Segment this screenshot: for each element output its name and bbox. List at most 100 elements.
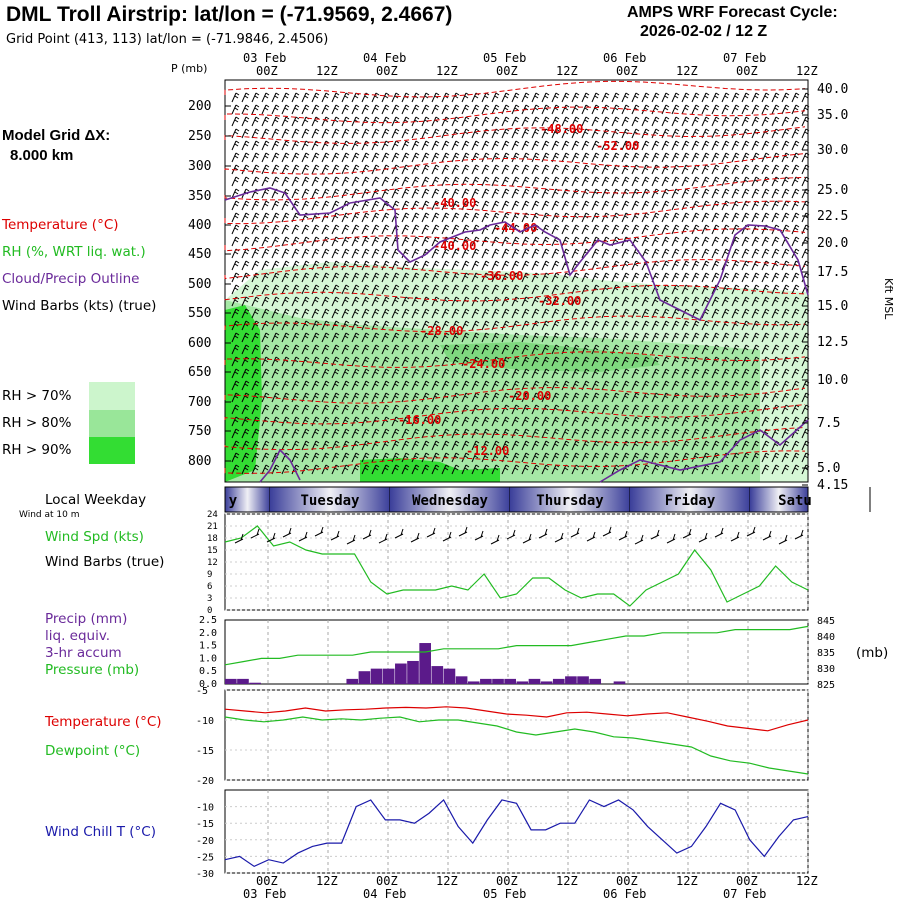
wind-barb xyxy=(761,200,770,211)
wind-barb xyxy=(401,296,410,307)
wind-barb xyxy=(781,164,790,175)
surface-wind-barb xyxy=(650,529,660,540)
wind-barb xyxy=(631,188,640,199)
wind-barb xyxy=(431,464,440,475)
wind-barb xyxy=(251,116,260,127)
wind-barb xyxy=(251,140,260,151)
wind-barb xyxy=(311,344,320,355)
wind-barb xyxy=(701,416,710,427)
wind-barb xyxy=(591,248,600,259)
wind-barb xyxy=(231,236,240,247)
wind-barb xyxy=(591,320,600,331)
wind-barb xyxy=(541,308,550,319)
wind-barb xyxy=(351,224,360,235)
wind-barb xyxy=(711,332,720,343)
wind-barb xyxy=(691,92,700,103)
wind-barb xyxy=(341,452,350,463)
wind-barb xyxy=(381,140,390,151)
wind-barb xyxy=(431,128,440,139)
wind-barb xyxy=(471,116,480,127)
wind-barb xyxy=(401,308,410,319)
wind-barb xyxy=(781,272,790,283)
temperature-series-label: Temperature (°C) xyxy=(45,714,162,730)
wind-barb xyxy=(591,212,600,223)
wind-barb xyxy=(511,356,520,367)
wind-barb xyxy=(781,332,790,343)
wind-barb xyxy=(301,188,310,199)
wind-barb xyxy=(801,368,810,379)
wind-barb xyxy=(511,104,520,115)
precip-bar xyxy=(492,678,504,684)
wind-barb xyxy=(721,404,730,415)
wind-barb xyxy=(681,224,690,235)
wind-barb xyxy=(681,176,690,187)
wind-barb xyxy=(791,128,800,139)
wind-barb xyxy=(251,248,260,259)
wind-barb xyxy=(601,200,610,211)
wind-barb xyxy=(401,368,410,379)
wind-barb xyxy=(361,440,370,451)
wind-barb xyxy=(621,392,630,403)
wind-barb xyxy=(411,164,420,175)
wind-barb xyxy=(611,428,620,439)
wind-barb xyxy=(641,104,650,115)
wind-barb xyxy=(261,164,270,175)
wind-barb xyxy=(591,152,600,163)
wind-barb xyxy=(711,464,720,475)
wind-barb xyxy=(601,392,610,403)
wind-barb xyxy=(471,344,480,355)
wind-barb xyxy=(361,296,370,307)
wind-barb xyxy=(561,140,570,151)
wind-barb xyxy=(421,284,430,295)
wind-barb xyxy=(321,452,330,463)
wind-barb xyxy=(591,200,600,211)
wind-barb xyxy=(321,92,330,103)
wind-barb xyxy=(681,236,690,247)
wind-barb xyxy=(321,416,330,427)
wind-barb xyxy=(361,152,370,163)
wind-barb xyxy=(761,116,770,127)
wind-barb xyxy=(291,128,300,139)
wind-barb xyxy=(231,464,240,475)
wind-barb xyxy=(601,116,610,127)
wind-barb xyxy=(421,236,430,247)
wind-barb xyxy=(431,308,440,319)
wind-barb xyxy=(241,308,250,319)
wind-barb xyxy=(291,272,300,283)
wind-barb xyxy=(371,212,380,223)
wind-barb xyxy=(541,368,550,379)
wind-barb xyxy=(541,140,550,151)
wind-barb xyxy=(721,92,730,103)
wind-barb xyxy=(371,260,380,271)
time-tick-label-bottom: 12Z xyxy=(316,874,338,888)
wind-barb xyxy=(611,140,620,151)
wind-barb xyxy=(531,128,540,139)
wind-barb xyxy=(401,92,410,103)
wind-barb xyxy=(571,452,580,463)
wind-barb xyxy=(701,236,710,247)
wind-barb xyxy=(491,104,500,115)
wind-barb xyxy=(511,344,520,355)
wind-barb xyxy=(391,440,400,451)
wind-barb xyxy=(461,368,470,379)
wind-barb xyxy=(361,452,370,463)
wind-barb xyxy=(801,344,810,355)
surface-wind-barb xyxy=(570,527,580,538)
wind-barb xyxy=(671,200,680,211)
wind-barb xyxy=(771,416,780,427)
wind-barb xyxy=(321,272,330,283)
wind-barb xyxy=(761,104,770,115)
precip-panel-frame xyxy=(224,619,809,685)
wind-barb xyxy=(371,188,380,199)
wind-tick-label: 9 xyxy=(207,570,212,580)
date-label-bottom: 03 Feb xyxy=(243,887,286,900)
wind-barb xyxy=(261,128,270,139)
pressure-tick-label: 500 xyxy=(188,277,211,292)
wind-barb xyxy=(241,368,250,379)
windchill-tick-label: -15 xyxy=(196,819,214,830)
forecast-cycle-label: AMPS WRF Forecast Cycle: xyxy=(627,4,838,21)
wind-barb xyxy=(611,200,620,211)
wind-barb xyxy=(581,332,590,343)
wind-barb xyxy=(431,320,440,331)
wind-barb xyxy=(661,164,670,175)
